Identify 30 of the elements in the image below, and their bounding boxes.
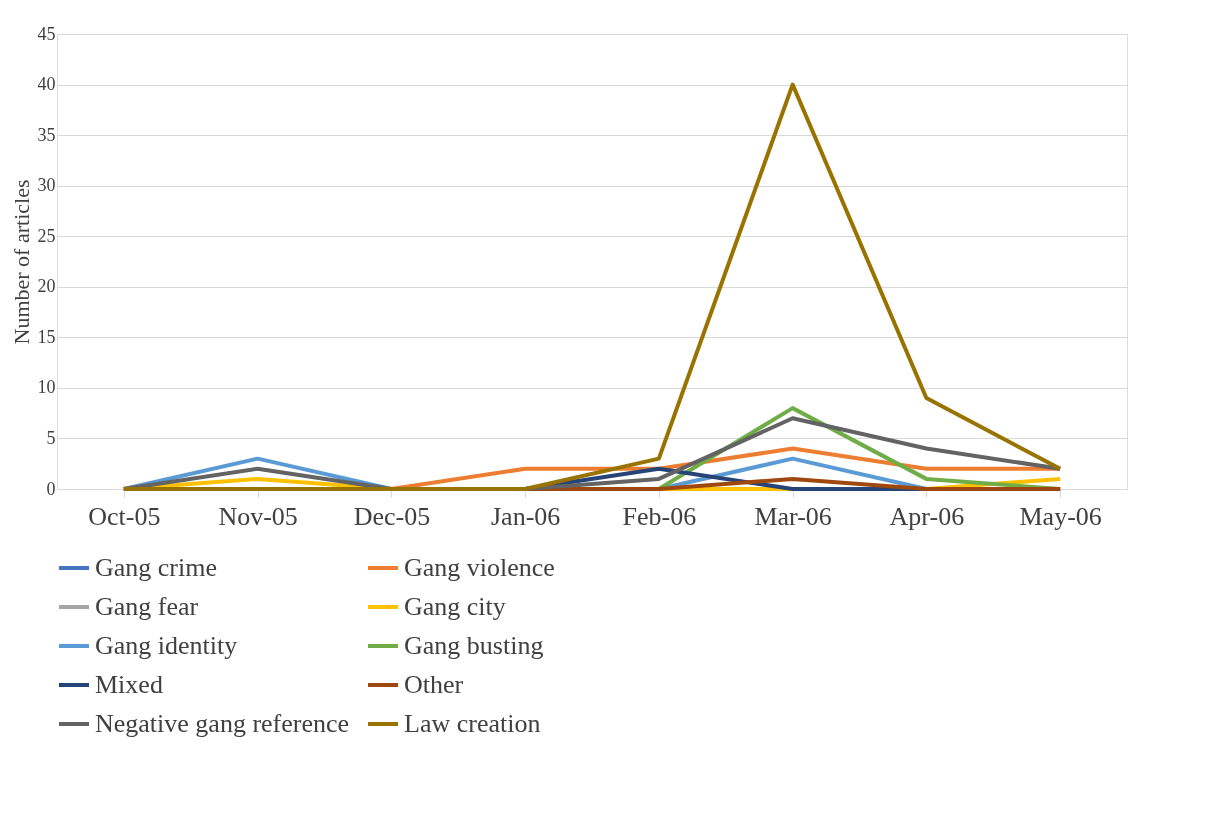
- y-axis-title: Number of articles: [8, 179, 34, 345]
- x-tick-label: Nov-05: [218, 501, 298, 531]
- legend-label: Gang city: [404, 592, 506, 621]
- legend-label: Gang identity: [95, 631, 238, 660]
- y-tick-label: 15: [37, 326, 56, 347]
- legend-label: Gang fear: [95, 592, 199, 621]
- legend-label: Other: [404, 670, 464, 699]
- legend-label: Mixed: [95, 670, 163, 699]
- y-tick-label: 25: [37, 225, 56, 246]
- x-tick-label: Jan-06: [490, 501, 561, 531]
- x-tick-label: Apr-06: [889, 501, 965, 531]
- legend-label: Law creation: [404, 709, 541, 738]
- x-tick-label: Oct-05: [88, 501, 161, 531]
- y-tick-label: 5: [46, 427, 56, 448]
- legend-label: Gang crime: [95, 553, 218, 582]
- y-tick-label: 40: [37, 74, 56, 95]
- y-tick-label: 20: [37, 276, 56, 297]
- x-tick-label: May-06: [1019, 501, 1102, 531]
- y-tick-label: 45: [37, 23, 56, 44]
- y-tick-label: 0: [46, 478, 56, 499]
- legend-label: Negative gang reference: [95, 709, 350, 738]
- x-tick-label: Mar-06: [754, 501, 832, 531]
- y-tick-label: 30: [37, 175, 56, 196]
- legend-label: Gang busting: [404, 631, 544, 660]
- x-tick-label: Dec-05: [353, 501, 431, 531]
- legend-label: Gang violence: [404, 553, 555, 582]
- line-series: [121, 82, 1063, 491]
- y-tick-label: 10: [37, 377, 56, 398]
- x-tick-label: Feb-06: [622, 501, 697, 531]
- y-tick-label: 35: [37, 124, 56, 145]
